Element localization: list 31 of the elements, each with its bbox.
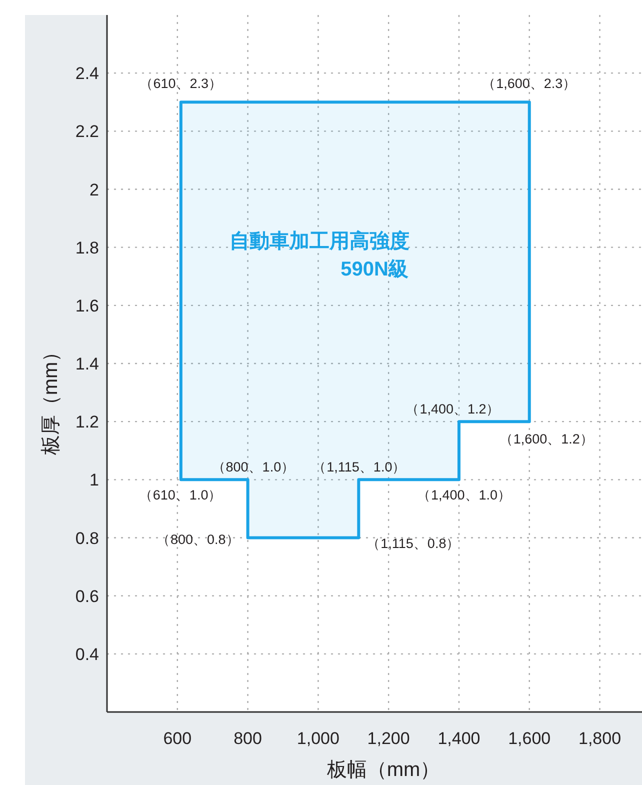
annotation: （800、1.0） <box>212 460 296 475</box>
x-tick-label: 1,600 <box>508 729 551 748</box>
y-tick-label: 1 <box>90 470 99 490</box>
y-tick-label: 2.4 <box>75 64 99 84</box>
x-tick-label: 1,800 <box>578 729 622 748</box>
y-tick-label: 0.6 <box>75 586 99 606</box>
x-tick-label: 1,000 <box>296 729 340 748</box>
x-tick-label: 800 <box>234 729 262 748</box>
annotation: 自動車加工用高強度 590N級 <box>230 229 410 280</box>
y-tick-label: 2.2 <box>75 122 99 142</box>
y-tick-label: 0.4 <box>75 644 99 664</box>
annotation: （610、1.0） <box>138 488 222 503</box>
annotation: （1,600、1.2） <box>499 432 594 447</box>
y-tick-label: 1.6 <box>75 296 99 316</box>
y-tick-label: 1.8 <box>75 238 99 258</box>
y-tick-label: 1.2 <box>75 412 99 432</box>
annotation: （1,400、1.0） <box>416 488 512 503</box>
y-tick-label: 1.4 <box>75 354 99 374</box>
y-axis-title: 板厚（mm） <box>40 342 62 456</box>
x-tick-label: 1,200 <box>367 729 410 748</box>
y-tick-label: 2 <box>90 180 99 200</box>
annotation: （800、0.8） <box>156 532 240 547</box>
x-tick-label: 1,400 <box>438 729 480 748</box>
x-axis-title: 板幅（mm） <box>326 759 440 781</box>
y-tick-label: 0.8 <box>75 528 99 548</box>
annotation: （1,400、1.2） <box>406 402 500 417</box>
x-tick-label: 600 <box>163 729 192 748</box>
annotation: （1,600、2.3） <box>482 76 577 92</box>
annotation: （1,115、1.0） <box>312 460 406 475</box>
annotation: （1,115、0.8） <box>366 536 460 551</box>
annotation: （610、2.3） <box>139 76 223 92</box>
